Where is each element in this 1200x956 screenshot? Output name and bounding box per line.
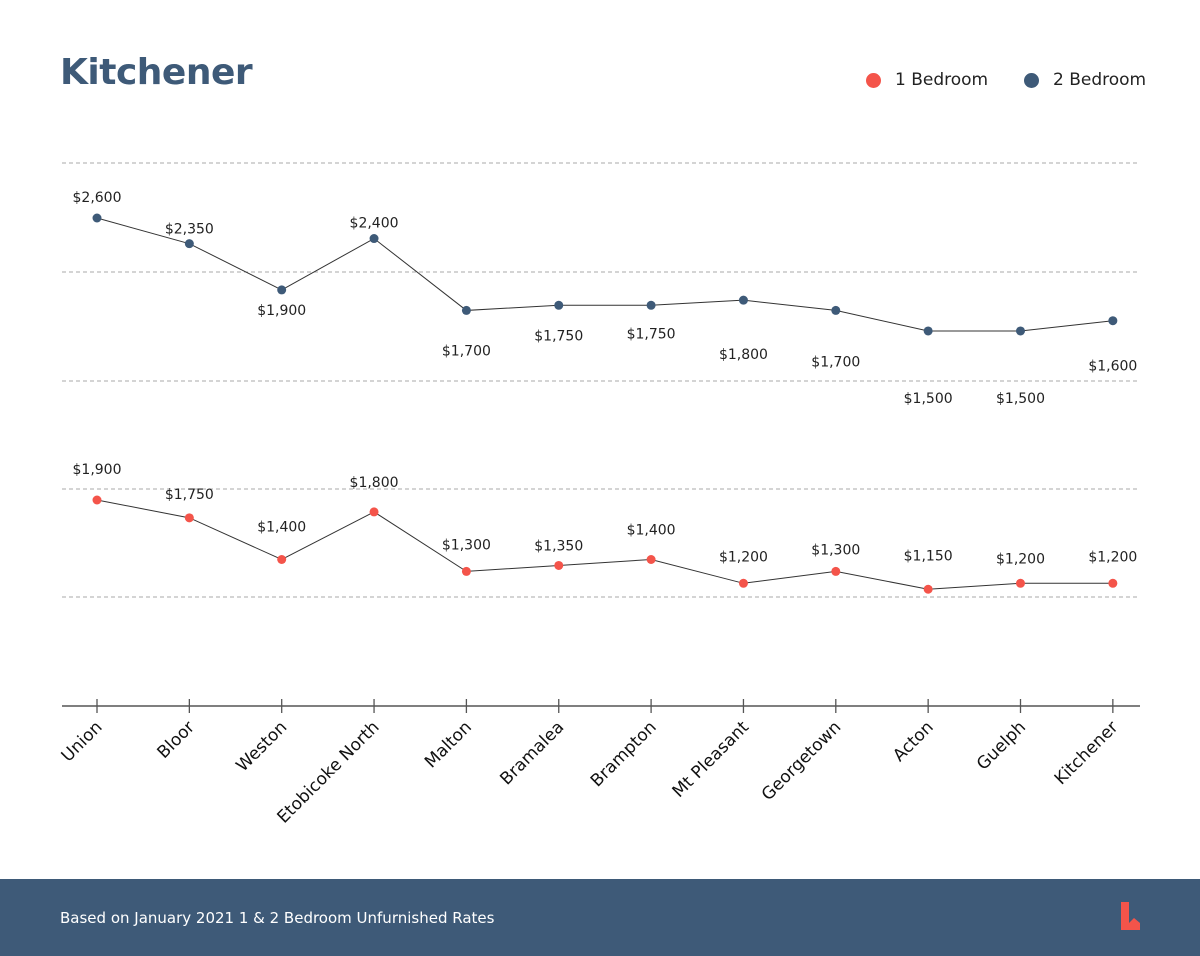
x-tick-label: Guelph (973, 717, 1030, 774)
series-line-1-bedroom (96, 499, 1113, 590)
data-point (184, 239, 194, 249)
data-label: $1,500 (996, 391, 1045, 407)
data-point (184, 513, 194, 523)
x-tick-label: Brampton (587, 717, 661, 791)
x-tick-label: Etobicoke North (273, 717, 383, 827)
data-point (923, 326, 933, 336)
data-point (831, 566, 841, 576)
data-label: $2,350 (165, 222, 214, 238)
data-point (369, 234, 379, 244)
legend-dot-icon (1024, 72, 1039, 88)
x-tick-label: Union (58, 717, 107, 766)
data-label: $1,750 (627, 326, 676, 342)
data-point (92, 495, 102, 505)
data-point (738, 578, 748, 588)
data-point (461, 566, 471, 576)
data-point (554, 560, 564, 570)
data-label: $1,800 (350, 475, 399, 491)
x-tick-label: Bramalea (496, 717, 568, 789)
data-point (277, 285, 287, 295)
data-label: $1,500 (904, 391, 953, 407)
data-point (92, 213, 102, 223)
x-tick-label: Malton (421, 717, 476, 772)
data-label: $1,600 (1088, 359, 1137, 375)
data-point (1016, 578, 1025, 588)
data-label: $1,300 (442, 537, 491, 553)
data-point (461, 305, 471, 315)
data-label: $1,700 (811, 354, 860, 370)
data-label: $1,700 (442, 343, 491, 359)
data-label: $1,150 (904, 548, 953, 564)
footer-note: Based on January 2021 1 & 2 Bedroom Unfu… (60, 909, 495, 927)
x-tick-label: Kitchener (1051, 717, 1123, 789)
data-label: $1,200 (1088, 549, 1137, 565)
x-tick-label: Mt Pleasant (669, 717, 754, 802)
x-tick-label: Weston (233, 717, 292, 776)
footer: Based on January 2021 1 & 2 Bedroom Unfu… (0, 879, 1200, 956)
data-label: $1,300 (811, 542, 860, 558)
data-label: $1,900 (73, 462, 122, 478)
data-point (1108, 316, 1118, 326)
x-tick-label: Acton (889, 717, 937, 765)
data-point (1016, 326, 1025, 336)
data-point (923, 584, 933, 594)
legend-label: 1 Bedroom (895, 70, 989, 90)
data-label: $2,400 (350, 216, 399, 232)
data-label: $1,900 (257, 303, 306, 319)
chart-title: Kitchener (60, 52, 253, 93)
data-point (277, 555, 287, 564)
data-label: $1,200 (719, 549, 768, 565)
data-point (1108, 578, 1118, 588)
data-point (738, 295, 748, 305)
x-tick-label: Georgetown (758, 717, 845, 804)
legend-item-2-bedroom: 2 Bedroom (1024, 70, 1146, 90)
data-label: $1,400 (257, 520, 306, 536)
data-point (831, 305, 841, 315)
data-point (646, 300, 656, 310)
data-label: $1,400 (627, 523, 676, 539)
legend-label: 2 Bedroom (1053, 70, 1147, 90)
data-point (554, 300, 564, 310)
data-point (369, 507, 379, 517)
x-tick-label: Bloor (153, 717, 198, 762)
series-line-2-bedroom (96, 217, 1113, 332)
legend-dot-icon (866, 72, 881, 88)
data-label: $1,350 (534, 538, 583, 554)
brand-logo-icon (1121, 902, 1140, 930)
legend-item-1-bedroom: 1 Bedroom (866, 70, 988, 90)
data-label: $2,600 (73, 190, 122, 206)
data-label: $1,750 (165, 487, 214, 503)
data-label: $1,200 (996, 551, 1045, 567)
data-point (646, 555, 656, 564)
data-label: $1,800 (719, 347, 768, 363)
data-label: $1,750 (534, 328, 583, 344)
